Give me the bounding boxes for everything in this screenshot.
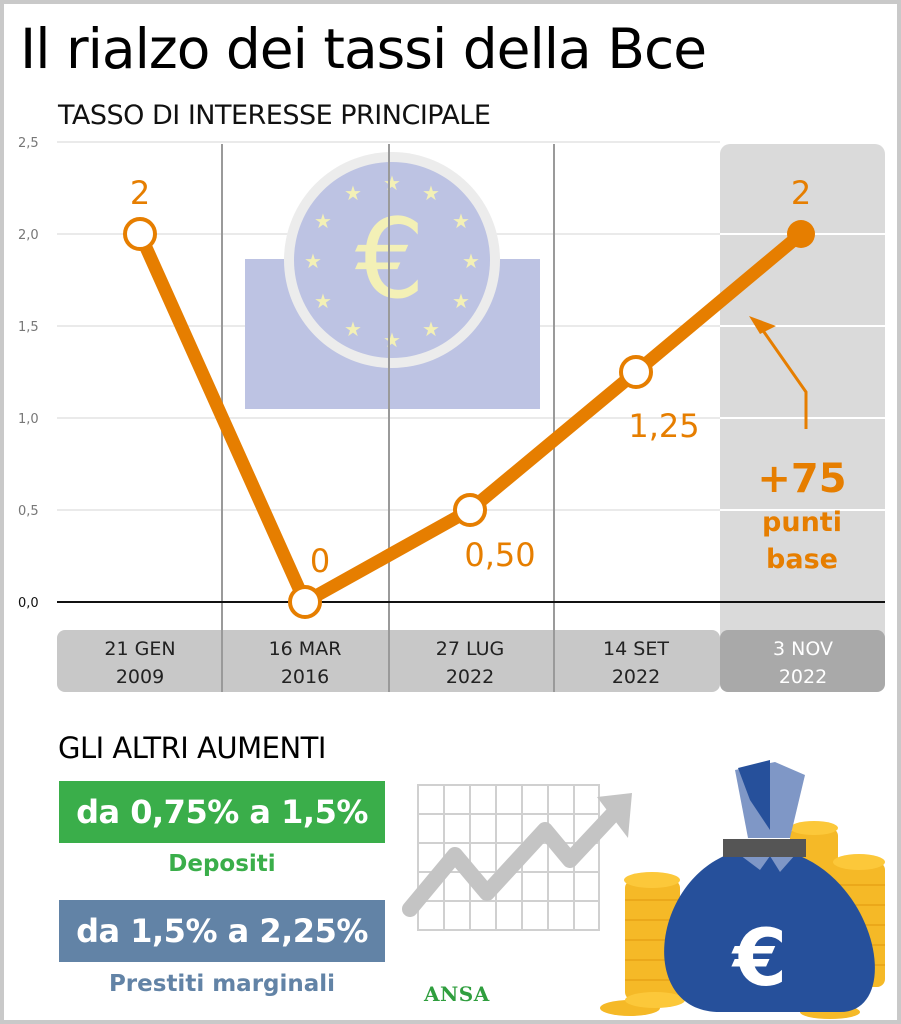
x-label-year: 2022 [446,666,494,688]
svg-text:★: ★ [344,181,362,205]
line-chart: ★ ★ ★ ★ ★ ★ ★ ★ ★ ★ ★ ★ € 2,5 2,0 1, [18,136,885,692]
data-point [123,217,157,251]
ecb-logo: ★ ★ ★ ★ ★ ★ ★ ★ ★ ★ ★ ★ € [245,152,540,409]
others-section-title: GLI ALTRI AUMENTI [58,731,326,765]
annotation-line1: punti [762,507,842,538]
y-axis: 2,5 2,0 1,5 1,0 0,5 0,0 [18,136,39,611]
svg-text:★: ★ [314,289,332,313]
arrow-head-icon [749,316,776,334]
svg-text:★: ★ [314,209,332,233]
x-axis-band [57,630,885,692]
y-tick: 2,5 [18,136,39,151]
value-label: 1,25 [628,407,699,445]
x-label-day: 21 GEN [104,638,175,660]
svg-text:★: ★ [383,171,401,195]
annotation-value: +75 [757,456,846,502]
depositi-value-box: da 0,75% a 1,5% [59,781,385,843]
data-markers [123,217,815,619]
value-labels: 2 0 0,50 1,25 2 [130,174,811,580]
y-tick: 1,0 [18,412,39,427]
y-tick: 2,0 [18,228,39,243]
svg-text:★: ★ [304,249,322,273]
svg-text:★: ★ [422,181,440,205]
y-tick: 0,5 [18,504,39,519]
data-point [619,355,653,389]
x-label-day: 3 NOV [773,638,833,660]
value-label: 0 [310,542,330,580]
x-label-day: 16 MAR [269,638,342,660]
svg-text:★: ★ [462,249,480,273]
x-label-year: 2022 [779,666,827,688]
page-title: Il rialzo dei tassi della Bce [20,17,707,81]
x-label-year: 2022 [612,666,660,688]
prestiti-label: Prestiti marginali [108,971,336,997]
svg-text:★: ★ [344,317,362,341]
svg-text:★: ★ [452,289,470,313]
x-label-day: 14 SET [603,638,669,660]
ansa-logo: ANSA [424,982,490,1006]
x-label-year: 2016 [281,666,329,688]
svg-text:★: ★ [383,328,401,352]
star-icon: ★ ★ ★ ★ ★ ★ ★ ★ ★ ★ ★ ★ [304,171,480,352]
svg-text:★: ★ [452,209,470,233]
data-point-current [787,220,815,248]
y-tick: 0,0 [18,596,39,611]
data-point [288,585,322,619]
x-label-year: 2009 [116,666,164,688]
svg-text:★: ★ [422,317,440,341]
y-tick: 1,5 [18,320,39,335]
value-label: 2 [791,174,811,212]
depositi-label: Depositi [168,851,276,877]
value-label: 0,50 [464,536,535,574]
annotation-line2: base [766,544,838,575]
annotation-arrow [755,321,808,429]
data-point [453,493,487,527]
chart-subtitle: TASSO DI INTERESSE PRINCIPALE [58,100,491,131]
value-label: 2 [130,174,150,212]
x-axis-labels: 21 GEN 2009 16 MAR 2016 27 LUG 2022 14 S… [104,638,833,688]
x-label-day: 27 LUG [436,638,505,660]
prestiti-value-box: da 1,5% a 2,25% [59,900,385,962]
